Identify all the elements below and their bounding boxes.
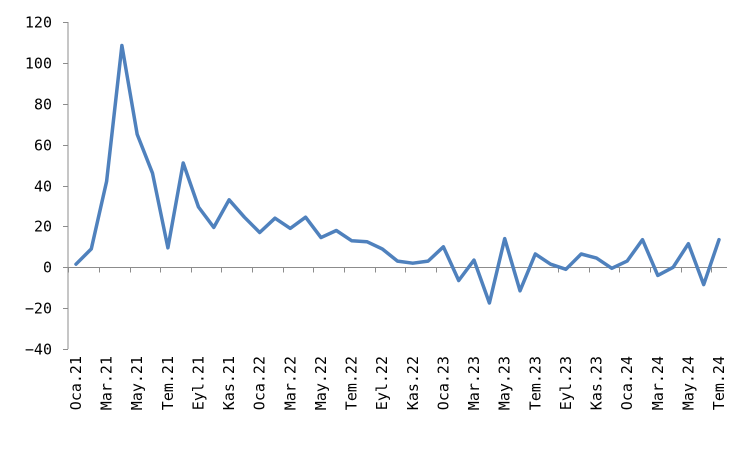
x-tick-label: Mar.21 [98, 356, 116, 410]
data-point [167, 247, 169, 249]
y-tick-label: −20 [25, 300, 52, 318]
x-tick-label: Tem.22 [343, 356, 361, 410]
x-tick-label: Eyl.23 [557, 356, 575, 410]
y-tick-label: −40 [25, 341, 52, 359]
x-tick-label: Oca.22 [251, 356, 269, 410]
x-tick-label: Mar.22 [281, 356, 299, 410]
x-tick-label: Kas.21 [220, 356, 238, 410]
data-point [90, 248, 92, 250]
data-point [657, 274, 659, 276]
data-point [350, 240, 352, 242]
data-point [687, 243, 689, 245]
data-point [121, 44, 123, 46]
x-tick-label: Tem.21 [159, 356, 177, 410]
data-point [427, 260, 429, 262]
data-point [381, 248, 383, 250]
data-point [289, 227, 291, 229]
data-point [412, 262, 414, 264]
x-tick-label: May.23 [496, 356, 514, 410]
data-point [304, 216, 306, 218]
y-tick-label: 100 [25, 55, 52, 73]
data-point [151, 172, 153, 174]
data-point [703, 283, 705, 285]
data-point [641, 239, 643, 241]
data-point [672, 266, 674, 268]
x-tick-label: Eyl.22 [373, 356, 391, 410]
data-point [504, 237, 506, 239]
x-tick-label: Eyl.21 [189, 356, 207, 410]
data-point [228, 199, 230, 201]
data-point [519, 290, 521, 292]
data-point [458, 279, 460, 281]
data-point [595, 257, 597, 259]
data-point [136, 133, 138, 135]
data-point [626, 260, 628, 262]
data-point [105, 180, 107, 182]
data-point [718, 239, 720, 241]
data-point [197, 206, 199, 208]
x-tick-label: May.21 [128, 356, 146, 410]
x-tick-label: Oca.23 [434, 356, 452, 410]
data-point [213, 226, 215, 228]
data-point [473, 259, 475, 261]
x-tick-label: Mar.24 [649, 356, 667, 410]
x-tick-label: Oca.24 [618, 356, 636, 410]
data-point [335, 229, 337, 231]
y-tick-label: 20 [34, 218, 52, 236]
data-point [611, 267, 613, 269]
x-tick-label: May.22 [312, 356, 330, 410]
data-point [259, 231, 261, 233]
y-tick-label: 60 [34, 137, 52, 155]
y-tick-label: 0 [43, 259, 52, 277]
x-tick-label: Tem.24 [710, 356, 728, 410]
data-point [549, 263, 551, 265]
data-point [396, 260, 398, 262]
x-tick-label: Kas.23 [588, 356, 606, 410]
data-point [182, 162, 184, 164]
data-point [580, 253, 582, 255]
data-point [442, 246, 444, 248]
x-tick-label: Oca.21 [67, 356, 85, 410]
data-point [366, 241, 368, 243]
data-point [488, 302, 490, 304]
data-point [320, 236, 322, 238]
data-point [274, 217, 276, 219]
data-point [534, 253, 536, 255]
data-point [243, 216, 245, 218]
y-tick-label: 80 [34, 96, 52, 114]
data-point [75, 263, 77, 265]
y-tick-label: 40 [34, 178, 52, 196]
x-tick-label: Tem.23 [526, 356, 544, 410]
series-line [74, 43, 721, 305]
x-tick-label: May.24 [679, 356, 697, 410]
y-tick-label: 120 [25, 14, 52, 32]
x-tick-label: Mar.23 [465, 356, 483, 410]
data-point [565, 268, 567, 270]
x-tick-label: Kas.22 [404, 356, 422, 410]
